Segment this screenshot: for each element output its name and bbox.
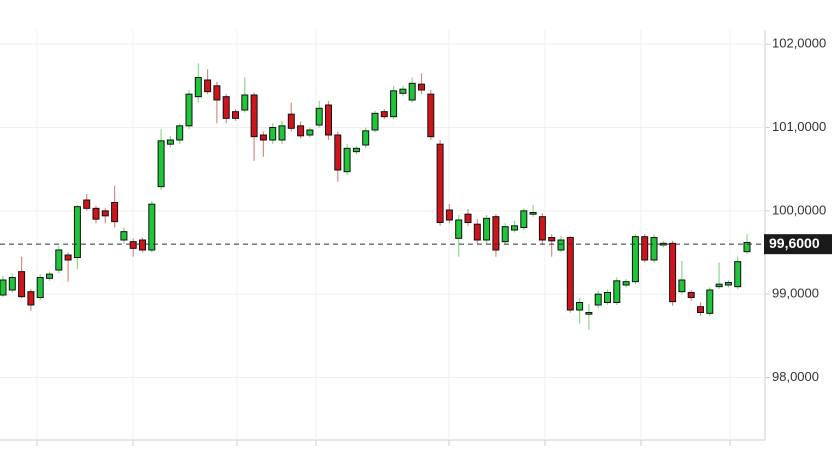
y-tick-label: 100,0000 — [772, 202, 826, 217]
candle-body — [185, 93, 193, 127]
candle-body — [204, 79, 212, 93]
candle-body — [520, 210, 528, 228]
candle-body — [64, 254, 72, 261]
candle-body — [27, 291, 35, 306]
candle-body — [129, 241, 137, 249]
candle-body — [538, 216, 546, 241]
candle-body — [83, 199, 91, 209]
candle-body — [669, 242, 677, 303]
candle-body — [306, 129, 314, 136]
candle-body — [362, 130, 370, 146]
candle-body — [139, 239, 146, 251]
candle-body — [734, 261, 742, 288]
candle-body — [473, 223, 481, 241]
candle-body — [111, 202, 119, 223]
candle-body — [622, 281, 630, 286]
candle-body — [287, 113, 295, 129]
candle-body — [250, 94, 258, 138]
candle-body — [259, 134, 267, 141]
candle-body — [408, 82, 416, 101]
candle-body — [548, 237, 556, 242]
candle-body — [371, 112, 379, 131]
candle-body — [650, 237, 658, 261]
candle-body — [55, 249, 63, 271]
candle-body — [297, 125, 305, 137]
candle-body — [464, 213, 472, 224]
candle-body — [697, 306, 704, 313]
candle-body — [380, 111, 388, 118]
candle-body — [343, 147, 351, 173]
candle-body — [576, 302, 584, 311]
candle-body — [436, 143, 444, 224]
last-price-box — [764, 234, 832, 255]
candle-body — [529, 212, 537, 215]
candle-body — [390, 90, 398, 118]
candle-body — [73, 206, 81, 259]
y-tick-label: 102,0000 — [772, 36, 826, 51]
candle-body — [0, 279, 7, 296]
y-tick-label: 98,0000 — [772, 369, 819, 384]
candle-body — [120, 231, 128, 241]
candle-body — [687, 292, 695, 298]
candle-body — [613, 280, 621, 304]
candle-body — [36, 277, 44, 298]
candle-body — [594, 293, 602, 306]
candle-body — [315, 107, 323, 126]
candle-body — [427, 93, 435, 138]
candle-body — [631, 236, 639, 283]
candle-body — [46, 273, 53, 279]
candle-body — [241, 94, 249, 111]
candle-body — [511, 225, 518, 231]
candle-body — [492, 216, 500, 251]
candle-body — [585, 312, 593, 315]
candle-body — [418, 83, 425, 91]
candle-body — [678, 279, 686, 293]
candle-body — [641, 236, 649, 261]
candle-body — [166, 139, 174, 145]
candle-body — [213, 85, 221, 101]
y-tick-label: 99,0000 — [772, 286, 819, 301]
candle-body — [148, 203, 156, 251]
candle-body — [222, 96, 230, 119]
candle-body — [604, 292, 611, 303]
candle-body — [269, 127, 277, 141]
last-price-label: 99,6000 — [769, 235, 820, 251]
candle-body — [483, 217, 491, 241]
candle-body — [334, 134, 342, 171]
candle-body — [455, 219, 463, 239]
candle-body — [566, 237, 574, 311]
candle-body — [706, 289, 714, 314]
candle-body — [501, 226, 509, 243]
candle-body — [445, 209, 453, 221]
candle-body — [278, 125, 286, 141]
candle-body — [232, 111, 239, 119]
candle-body — [92, 207, 100, 220]
candle-body — [176, 125, 184, 141]
candle-body — [743, 242, 751, 253]
candle-body — [715, 283, 723, 288]
candle-body — [724, 282, 732, 286]
candle-body — [557, 239, 565, 251]
candle-body — [194, 77, 202, 98]
candle-body — [18, 271, 26, 298]
candle-body — [325, 104, 332, 136]
candle-body — [8, 277, 16, 291]
candle-body — [352, 147, 360, 153]
candle-body — [101, 210, 109, 217]
candle-body — [399, 88, 407, 94]
y-tick-label: 101,0000 — [772, 119, 826, 134]
candle-body — [157, 140, 165, 188]
